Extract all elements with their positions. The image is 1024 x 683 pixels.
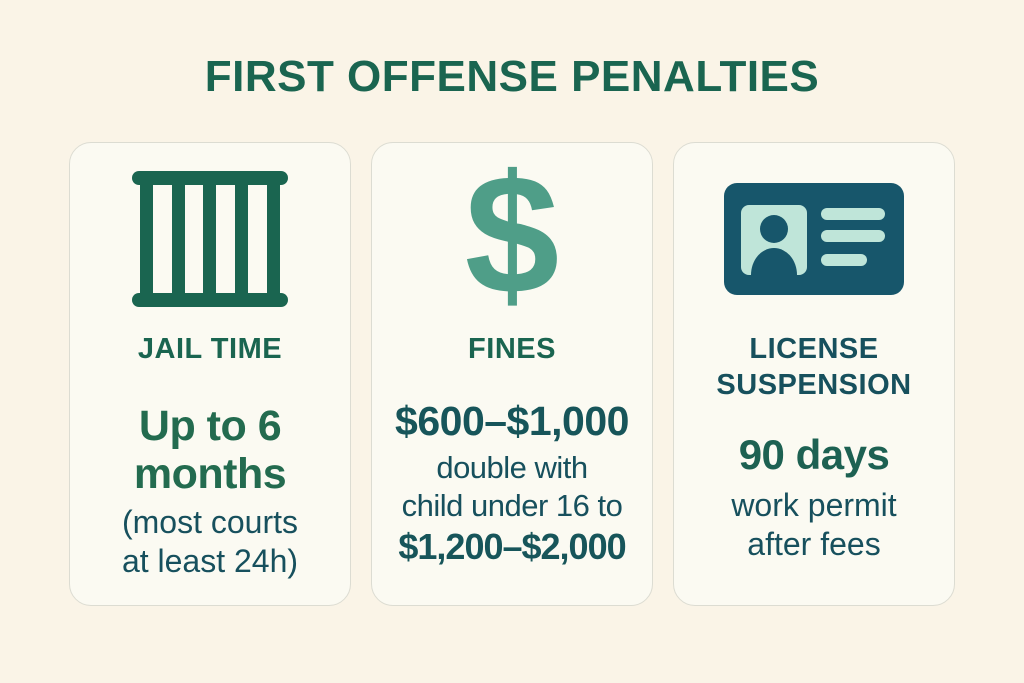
suspension-duration-value: 90 days [738,431,890,479]
dollar-glyph: $ [464,140,560,331]
jail-time-heading: JAIL TIME [137,333,283,366]
jail-time-note: (most courts at least 24h) [121,503,299,579]
id-card-icon [674,168,954,310]
card-license-suspension: LICENSE SUSPENSION 90 days work permit a… [673,142,955,607]
jail-time-value: Up to 6 months [133,402,287,499]
fines-note: double with child under 16 to [401,450,623,523]
license-suspension-heading: LICENSE SUSPENSION [716,333,912,401]
card-jail-time: JAIL TIME Up to 6 months (most courts at… [69,142,351,607]
fines-range-value: $600–$1,000 [395,398,629,445]
page-title: FIRST OFFENSE PENALTIES [204,52,820,101]
fines-heading: FINES [468,333,556,366]
suspension-note: work permit after fees [731,487,897,563]
jail-bars-icon [70,168,350,310]
fines-doubled-value: $1,200–$2,000 [398,525,626,567]
dollar-icon: $ [372,150,652,320]
card-fines: $ FINES $600–$1,000 double with child un… [371,142,653,607]
cards-row: JAIL TIME Up to 6 months (most courts at… [0,142,1024,607]
